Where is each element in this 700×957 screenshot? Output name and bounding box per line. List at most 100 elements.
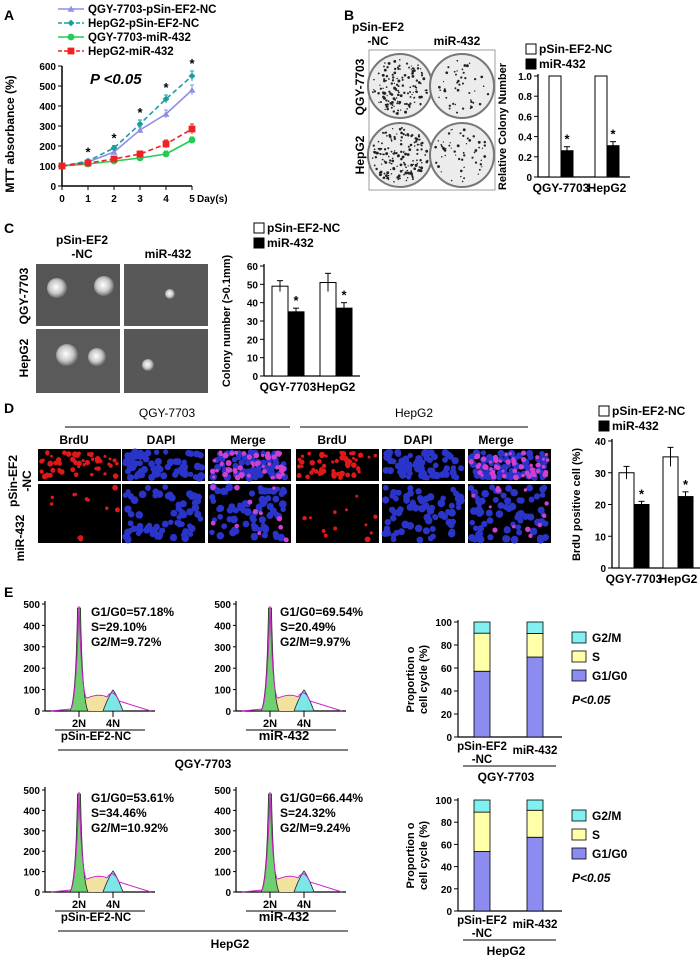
nucleus-dapi xyxy=(135,511,144,519)
agar-colony xyxy=(88,348,106,366)
nucleus-dapi xyxy=(166,491,174,500)
nucleus-brdu xyxy=(59,469,65,475)
colony-dot xyxy=(393,105,395,108)
colony-dot xyxy=(465,64,469,68)
colony-dot xyxy=(402,169,404,171)
nucleus-merge xyxy=(267,462,271,466)
hist-y-tick-label: 500 xyxy=(214,786,231,797)
stack-segment-s xyxy=(526,809,544,838)
colony-dot xyxy=(403,102,407,106)
nucleus-dapi xyxy=(497,502,505,509)
nucleus-dapi xyxy=(500,492,507,499)
nucleus-merge xyxy=(278,524,284,530)
nucleus-dapi xyxy=(272,530,279,537)
nucleus-merge xyxy=(277,452,282,457)
colony-dot xyxy=(397,178,400,181)
nucleus-merge xyxy=(225,467,232,473)
agar-row-label-hepg2: HepG2 xyxy=(17,338,31,377)
hist-y-tick-label: 400 xyxy=(23,621,40,632)
colony-dot xyxy=(483,144,487,147)
colony-dot xyxy=(392,97,396,101)
colony-dot xyxy=(388,78,390,80)
nucleus-merge xyxy=(545,458,550,462)
colony-dot xyxy=(399,109,402,111)
nucleus-brdu xyxy=(339,470,345,477)
stain-label-brdu-2: BrdU xyxy=(317,433,346,447)
nucleus-dapi xyxy=(495,510,504,518)
colony-dot xyxy=(401,78,404,81)
colony-dot xyxy=(449,142,451,144)
nucleus-dapi xyxy=(124,505,132,513)
nucleus-dapi xyxy=(131,525,138,533)
nucleus-dapi xyxy=(219,487,228,496)
nucleus-dapi xyxy=(188,471,194,477)
colony-dot xyxy=(462,71,465,74)
nucleus-brdu xyxy=(112,484,118,491)
nucleus-dapi xyxy=(251,524,259,532)
nucleus-dapi xyxy=(226,506,234,514)
colony-dot xyxy=(411,133,414,137)
nucleus-dapi xyxy=(216,531,225,540)
hist-s-text: S=24.32% xyxy=(280,806,336,820)
stain-label-dapi-2: DAPI xyxy=(404,433,433,447)
colony-dot xyxy=(455,73,457,76)
bar-y-tick-label: 20 xyxy=(247,335,259,346)
nucleus-dapi xyxy=(515,452,523,460)
stack-group-label: QGY-7703 xyxy=(478,770,535,784)
nucleus-dapi xyxy=(518,497,525,504)
colony-dot xyxy=(420,144,423,147)
nucleus-merge xyxy=(283,537,289,543)
nucleus-merge xyxy=(541,464,546,469)
nucleus-brdu xyxy=(318,469,325,476)
hist-g2-peak xyxy=(293,870,315,893)
colony-dot xyxy=(393,150,396,152)
nucleus-dapi xyxy=(250,532,259,541)
colony-dot xyxy=(384,131,388,134)
colony-dot xyxy=(393,86,397,90)
nucleus-dapi xyxy=(468,534,476,542)
colony-dot xyxy=(473,151,476,154)
nucleus-brdu xyxy=(321,529,326,533)
colony-dot xyxy=(397,109,400,112)
agar-colony xyxy=(56,344,78,366)
mtt-significance-star: * xyxy=(85,144,91,159)
nucleus-brdu xyxy=(308,516,312,520)
bar-legend-swatch xyxy=(525,58,537,70)
plate-hepg2-mir xyxy=(429,122,495,188)
stack-legend-swatch xyxy=(571,631,587,644)
colony-dot xyxy=(387,155,390,158)
nucleus-merge xyxy=(544,452,549,457)
colony-dot xyxy=(393,67,397,71)
colony-dot xyxy=(481,147,484,149)
bar-mir432 xyxy=(606,145,620,178)
colony-dot xyxy=(383,96,386,100)
hist-4n-label: 4N xyxy=(106,899,120,911)
nucleus-dapi xyxy=(232,462,239,469)
mtt-point xyxy=(136,150,144,158)
mtt-series-line xyxy=(61,128,193,167)
plate-col-label-nc-1: pSin-EF2 xyxy=(352,20,404,34)
nucleus-dapi xyxy=(179,463,186,470)
nucleus-brdu xyxy=(302,515,307,521)
nucleus-dapi xyxy=(455,500,462,507)
panel-letter-c: C xyxy=(4,220,14,236)
agar-hepg2-nc xyxy=(36,329,120,393)
nucleus-merge xyxy=(241,451,247,456)
mtt-point xyxy=(188,86,196,93)
bar-category-label: QGY-7703 xyxy=(260,380,317,394)
nucleus-dapi xyxy=(416,461,424,469)
brdu-row-label-mir: miR-432 xyxy=(13,514,27,561)
colony-dot xyxy=(393,151,396,155)
colony-dot xyxy=(442,80,445,83)
colony-dot xyxy=(458,83,461,86)
nucleus-brdu xyxy=(108,457,112,461)
bar-y-tick-label: 60 xyxy=(247,262,259,273)
colony-dot xyxy=(375,151,379,155)
colony-dot xyxy=(478,168,481,171)
nucleus-merge xyxy=(229,451,235,456)
stack-segment-g1g0 xyxy=(526,656,544,738)
colony-dot xyxy=(398,64,401,67)
nucleus-dapi xyxy=(257,485,264,491)
nucleus-brdu xyxy=(72,459,78,465)
nucleus-dapi xyxy=(432,462,439,469)
